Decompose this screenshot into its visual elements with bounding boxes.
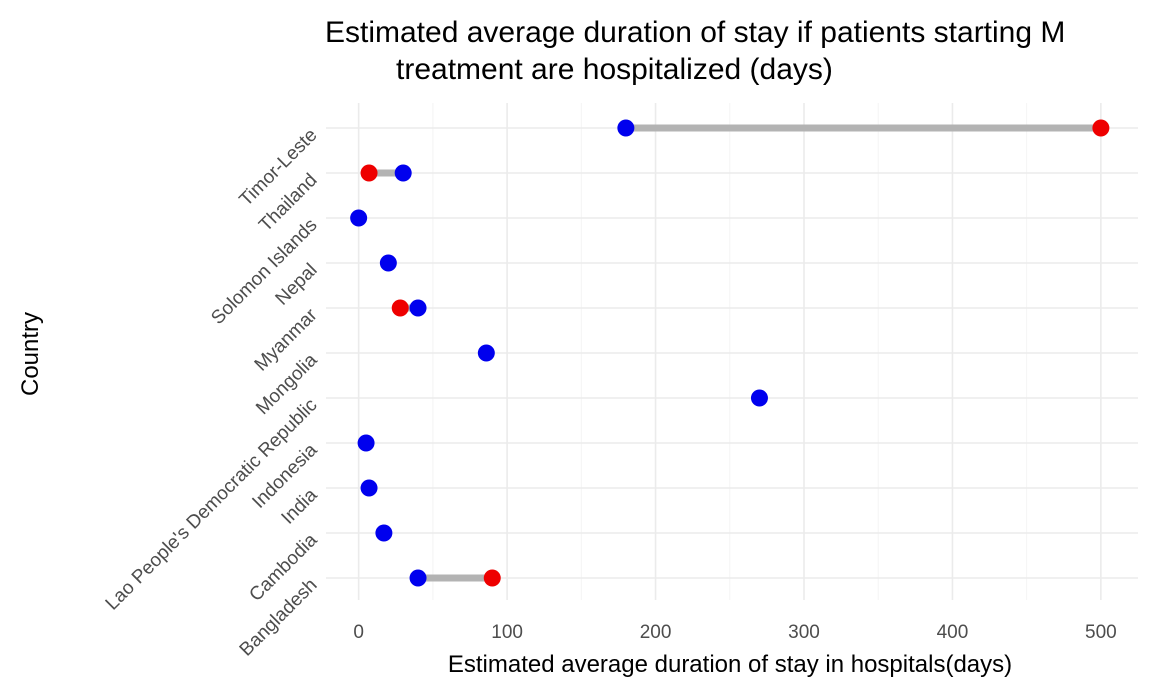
x-tick-label: 300 [788, 622, 820, 643]
blue-point [617, 119, 635, 137]
red-point [483, 569, 501, 587]
x-tick-label: 0 [353, 622, 364, 643]
red-point [360, 164, 378, 182]
blue-point [409, 299, 427, 317]
chart-title-line-1: Estimated average duration of stay if pa… [325, 16, 1065, 49]
x-tick-label: 400 [937, 622, 969, 643]
blue-point [394, 164, 412, 182]
x-tick-label: 100 [491, 622, 523, 643]
points [350, 119, 1110, 587]
x-axis-title: Estimated average duration of stay in ho… [448, 651, 1012, 678]
chart-title-line-2: treatment are hospitalized (days) [396, 53, 833, 86]
blue-point [409, 569, 427, 587]
blue-point [379, 254, 397, 272]
red-point [1092, 119, 1110, 137]
x-tick-label: 200 [640, 622, 672, 643]
blue-point [357, 434, 375, 452]
x-tick-label: 500 [1085, 622, 1117, 643]
x-axis-ticks: 0 100 200 300 400 500 [353, 622, 1116, 643]
blue-point [360, 479, 378, 497]
red-point [391, 299, 409, 317]
blue-point [477, 344, 495, 362]
grid-lines [326, 103, 1138, 600]
y-axis-title: Country [17, 312, 44, 396]
blue-point [750, 389, 768, 407]
blue-point [350, 209, 368, 227]
blue-point [375, 524, 393, 542]
